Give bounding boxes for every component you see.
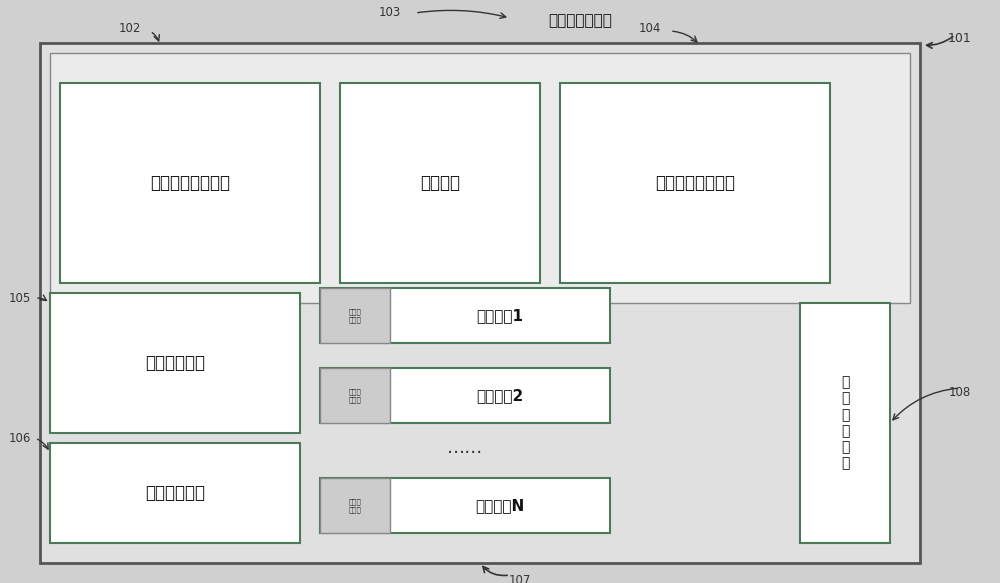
Text: 108: 108 <box>949 387 971 399</box>
Bar <box>40 43 920 563</box>
Text: 计算单元N: 计算单元N <box>475 498 525 513</box>
Text: 数据检
索单元: 数据检 索单元 <box>349 308 361 322</box>
Text: 106: 106 <box>9 431 31 444</box>
Text: 输入数据存储单元: 输入数据存储单元 <box>150 174 230 192</box>
Text: 107: 107 <box>509 574 531 583</box>
Bar <box>60 83 320 283</box>
Bar <box>560 83 830 283</box>
Bar <box>320 288 610 343</box>
Text: 数
据
压
缩
单
元: 数 据 压 缩 单 元 <box>841 375 849 470</box>
Text: 计算单元2: 计算单元2 <box>476 388 524 403</box>
Bar <box>320 288 390 343</box>
Text: 105: 105 <box>9 292 31 304</box>
Text: 101: 101 <box>948 31 972 44</box>
Bar <box>340 83 540 283</box>
Bar <box>50 443 300 543</box>
Text: 神经网络加速器: 神经网络加速器 <box>548 13 612 29</box>
Text: 数据检
索单元: 数据检 索单元 <box>349 498 361 512</box>
Text: 103: 103 <box>379 6 401 19</box>
Bar <box>320 478 390 533</box>
Text: 指令存储单元: 指令存储单元 <box>145 484 205 502</box>
Text: 输出数据存储单元: 输出数据存储单元 <box>655 174 735 192</box>
Text: 数据检
索单元: 数据检 索单元 <box>349 388 361 403</box>
Bar <box>320 368 610 423</box>
Text: 104: 104 <box>639 22 661 34</box>
Bar <box>320 478 610 533</box>
Text: 102: 102 <box>119 22 141 34</box>
Bar <box>320 368 390 423</box>
Bar <box>50 53 910 303</box>
Bar <box>800 303 890 543</box>
Text: 控制单元: 控制单元 <box>420 174 460 192</box>
Bar <box>50 293 300 433</box>
Text: 计算单元1: 计算单元1 <box>477 308 524 323</box>
Text: 权重存储单元: 权重存储单元 <box>145 354 205 372</box>
Text: ……: …… <box>447 439 483 457</box>
